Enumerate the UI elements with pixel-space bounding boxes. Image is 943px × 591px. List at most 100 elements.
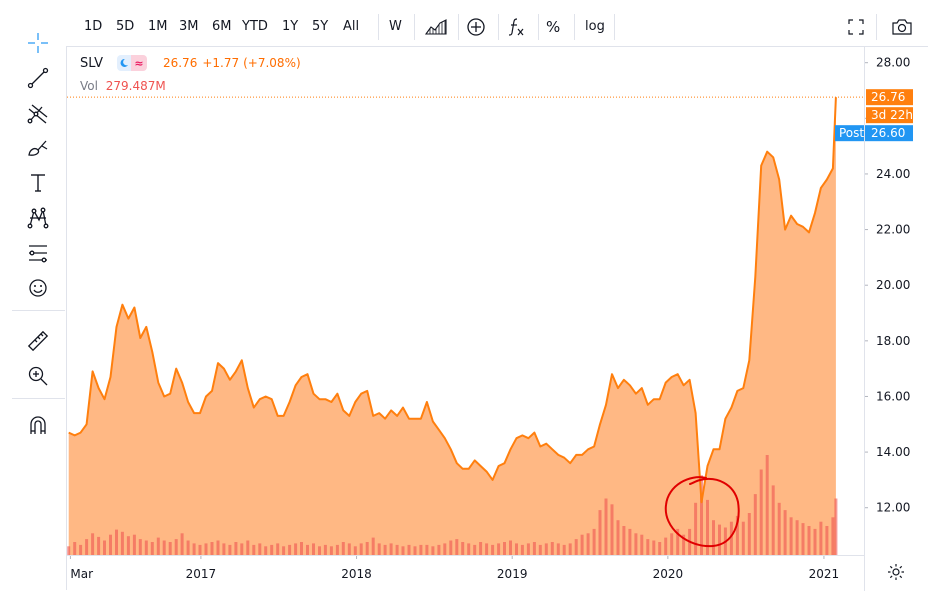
fullscreen-icon[interactable]	[842, 14, 870, 40]
volume-bar	[282, 546, 286, 555]
toolbar-divider	[414, 14, 415, 40]
emoji-icon[interactable]	[20, 273, 56, 303]
volume-bar	[485, 543, 489, 555]
volume-bar	[729, 521, 733, 555]
volume-bar	[509, 540, 512, 555]
y-tick-label: 20.00	[876, 278, 910, 292]
log-scale-button[interactable]: log	[585, 19, 605, 34]
volume-bar	[240, 543, 244, 555]
y-tick-label: 28.00	[876, 56, 910, 70]
zoom-in-icon[interactable]	[20, 361, 56, 391]
pattern-icon[interactable]	[20, 203, 56, 233]
volume-bar	[401, 546, 405, 555]
volume-bar	[353, 546, 357, 555]
volume-bar	[676, 528, 680, 555]
y-tick-label: 16.00	[876, 389, 910, 403]
timeframe-1d-button[interactable]: 1D	[84, 19, 103, 34]
crosshair-icon[interactable]	[20, 28, 56, 58]
legend-status-badges: ≈	[116, 55, 147, 71]
timeframe-1y-button[interactable]: 1Y	[282, 19, 299, 34]
volume-bar	[204, 543, 208, 555]
volume-bar	[473, 544, 477, 555]
legend-change-percent: (+7.08%)	[243, 56, 301, 70]
volume-bar	[144, 540, 148, 555]
compare-add-icon[interactable]	[462, 14, 490, 40]
volume-bar	[616, 520, 620, 555]
volume-bar	[712, 520, 715, 555]
volume-bar	[646, 539, 650, 555]
volume-bar	[222, 543, 226, 555]
pitchfork-icon[interactable]	[20, 98, 56, 128]
volume-bar	[85, 539, 89, 555]
snapshot-camera-icon[interactable]	[888, 14, 916, 40]
timeframe-6m-button[interactable]: 6M	[212, 19, 232, 34]
volume-bar	[312, 543, 315, 555]
symbol-label: SLV	[80, 55, 103, 71]
magnet-icon[interactable]	[20, 411, 56, 441]
price-area	[68, 97, 836, 555]
volume-bar	[335, 544, 339, 555]
timeframe-1m-button[interactable]: 1M	[148, 19, 168, 34]
volume-bar	[162, 540, 166, 555]
timeframe-5d-button[interactable]: 5D	[116, 19, 135, 34]
volume-bar	[264, 546, 268, 555]
volume-bar	[735, 515, 739, 555]
volume-bar	[371, 537, 375, 555]
forecast-icon[interactable]	[20, 238, 56, 268]
volume-bar	[834, 498, 838, 555]
delayed-data-icon[interactable]: ≈	[130, 55, 147, 71]
brush-icon[interactable]	[20, 133, 56, 163]
volume-bar	[210, 542, 214, 555]
text-icon[interactable]	[20, 168, 56, 198]
post-price-tag: 26.60	[871, 126, 905, 140]
percent-scale-button[interactable]: %	[546, 18, 561, 36]
timeframe-ytd-button[interactable]: YTD	[242, 19, 268, 34]
volume-bar	[550, 542, 554, 555]
volume-bar	[383, 544, 387, 555]
toolbar-divider	[538, 14, 539, 40]
drawing-toolbar	[12, 8, 67, 590]
volume-bar	[497, 543, 501, 555]
volume-bar	[580, 534, 584, 555]
volume-bar	[526, 543, 530, 555]
volume-bar	[592, 528, 596, 555]
settings-gear-icon[interactable]	[884, 560, 908, 584]
timeframe-3m-button[interactable]: 3M	[179, 19, 199, 34]
indicators-icon[interactable]	[502, 14, 530, 40]
volume-bar	[801, 523, 805, 555]
volume-bar	[186, 540, 190, 555]
volume-bar	[156, 537, 160, 555]
x-tick-label: Mar	[70, 567, 93, 581]
trend-line-icon[interactable]	[20, 63, 56, 93]
volume-bar	[747, 513, 751, 555]
volume-bar	[198, 544, 202, 555]
volume-bar	[503, 542, 506, 555]
market-status-moon-icon[interactable]	[116, 55, 131, 71]
ruler-icon[interactable]	[20, 326, 56, 356]
volume-bar	[120, 531, 124, 555]
volume-bar	[461, 542, 465, 555]
timeframe-5y-button[interactable]: 5Y	[312, 19, 329, 34]
volume-bar	[318, 546, 321, 555]
volume-bar	[443, 543, 447, 555]
interval-button[interactable]: W	[389, 19, 402, 34]
volume-bar	[574, 539, 578, 555]
volume-label: Vol	[80, 79, 98, 93]
last-price-tag: 26.76	[871, 90, 905, 104]
volume-bar	[73, 542, 77, 555]
volume-bar	[150, 542, 154, 555]
volume-bar	[168, 542, 172, 555]
volume-bar	[347, 543, 351, 555]
volume-bar	[532, 542, 536, 555]
volume-bar	[544, 543, 548, 555]
volume-bar	[437, 544, 441, 555]
post-price-tag-bg	[866, 125, 913, 142]
volume-bar	[365, 542, 369, 555]
volume-bar	[228, 544, 232, 555]
chart-type-icon[interactable]	[422, 14, 450, 40]
volume-bar	[586, 533, 590, 555]
volume-bar	[67, 546, 71, 555]
timeframe-all-button[interactable]: All	[343, 19, 360, 34]
